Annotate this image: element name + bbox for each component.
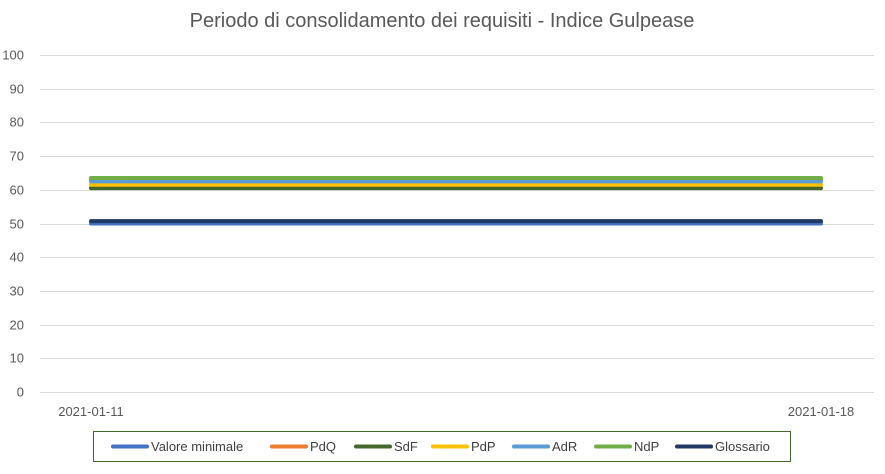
y-tick-label: 90 bbox=[10, 82, 24, 97]
x-axis-ticks: 2021-01-11 2021-01-18 bbox=[58, 404, 854, 419]
legend-label: SdF bbox=[394, 439, 418, 454]
y-tick-label: 60 bbox=[10, 183, 24, 198]
legend-label: AdR bbox=[552, 439, 577, 454]
series-lines bbox=[89, 176, 823, 226]
chart-title: Periodo di consolidamento dei requisiti … bbox=[190, 10, 695, 32]
y-tick-label: 0 bbox=[17, 385, 24, 400]
y-tick-label: 80 bbox=[10, 115, 24, 130]
y-tick-label: 10 bbox=[10, 351, 24, 366]
y-tick-label: 70 bbox=[10, 149, 24, 164]
legend-label: PdQ bbox=[310, 439, 336, 454]
y-tick-label: 100 bbox=[2, 48, 24, 63]
x-tick-label: 2021-01-18 bbox=[788, 404, 855, 419]
y-tick-label: 50 bbox=[10, 217, 24, 232]
x-tick-label: 2021-01-11 bbox=[58, 404, 124, 419]
y-axis-ticks: 0 10 20 30 40 50 60 70 80 90 100 bbox=[2, 48, 24, 400]
legend: Valore minimale PdQ SdF PdP AdR NdP Glossario bbox=[93, 431, 791, 462]
legend-label: PdP bbox=[471, 439, 496, 454]
legend-label: NdP bbox=[634, 439, 659, 454]
y-tick-label: 30 bbox=[10, 284, 24, 299]
legend-label: Glossario bbox=[715, 439, 770, 454]
y-tick-label: 40 bbox=[10, 250, 24, 265]
legend-label: Valore minimale bbox=[151, 439, 243, 454]
y-tick-label: 20 bbox=[10, 318, 24, 333]
